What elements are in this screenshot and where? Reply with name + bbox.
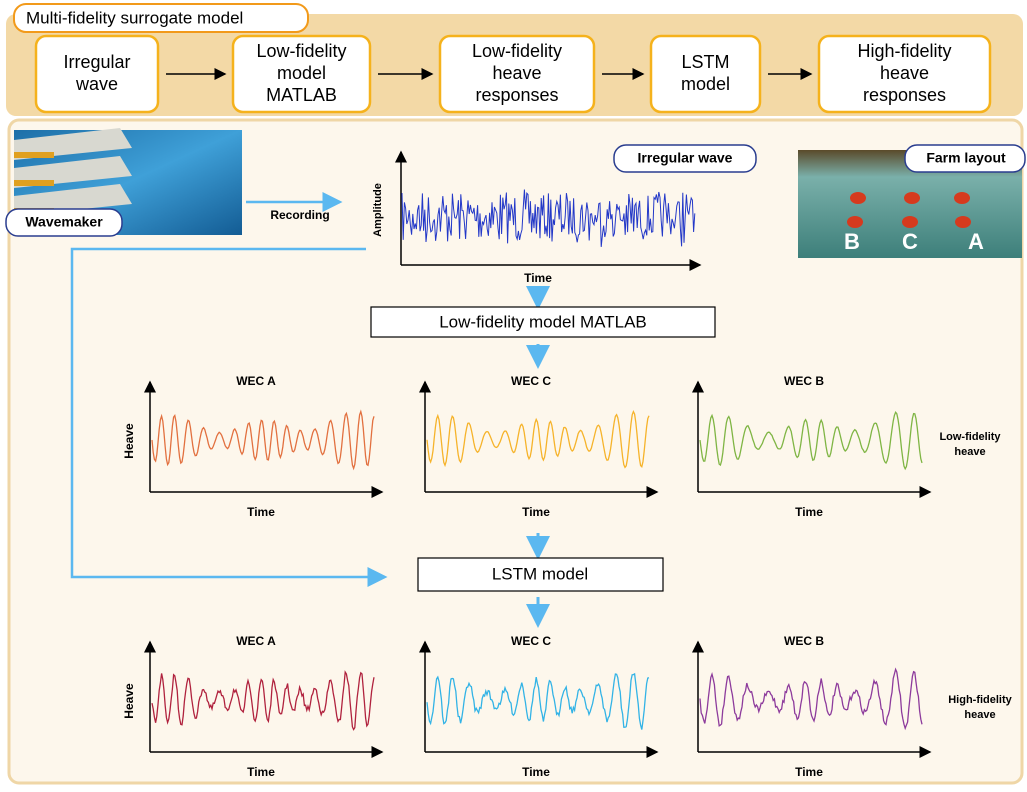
buoy — [954, 192, 970, 204]
label: WEC C — [511, 374, 551, 388]
label: Wavemaker — [25, 214, 103, 230]
label: heave — [964, 709, 995, 721]
label: heave — [954, 446, 985, 458]
label: WEC A — [236, 634, 276, 648]
label: Amplitude — [372, 183, 384, 237]
step-text: High-fidelity — [857, 41, 951, 61]
frame — [14, 152, 54, 158]
label: High-fidelity — [948, 694, 1012, 706]
label: Time — [524, 271, 552, 285]
step-text: heave — [880, 63, 929, 83]
label: Time — [522, 505, 550, 519]
marker-letter: B — [844, 229, 860, 254]
buoy — [955, 216, 971, 228]
label: Time — [247, 765, 275, 779]
buoy — [904, 192, 920, 204]
step-text: wave — [75, 74, 118, 94]
label: LSTM model — [492, 564, 588, 583]
label: WEC B — [784, 634, 824, 648]
buoy — [847, 216, 863, 228]
step-text: heave — [492, 63, 541, 83]
label: Time — [795, 505, 823, 519]
label: WEC B — [784, 374, 824, 388]
label: Low-fidelity model MATLAB — [439, 312, 647, 331]
diagram: Multi-fidelity surrogate model Irregular… — [0, 0, 1027, 787]
label: Time — [795, 765, 823, 779]
step-text: MATLAB — [266, 85, 337, 105]
step-text: Low-fidelity — [472, 41, 562, 61]
step-text: model — [277, 63, 326, 83]
label: WEC C — [511, 634, 551, 648]
label: Irregular wave — [638, 150, 733, 166]
step-text: responses — [863, 85, 946, 105]
label: WEC A — [236, 374, 276, 388]
step-text: Low-fidelity — [256, 41, 346, 61]
step-text: responses — [475, 85, 558, 105]
label: Farm layout — [926, 150, 1006, 166]
marker-letter: C — [902, 229, 918, 254]
marker-letter: A — [968, 229, 984, 254]
label: Heave — [122, 423, 136, 459]
buoy — [850, 192, 866, 204]
step-text: Irregular — [63, 52, 130, 72]
buoy — [902, 216, 918, 228]
step-text: LSTM — [681, 52, 729, 72]
title: Multi-fidelity surrogate model — [26, 8, 243, 27]
step-text: model — [681, 74, 730, 94]
label: Recording — [270, 208, 329, 222]
label: Time — [247, 505, 275, 519]
label: Low-fidelity — [939, 431, 1001, 443]
label: Heave — [122, 683, 136, 719]
frame — [14, 180, 54, 186]
label: Time — [522, 765, 550, 779]
